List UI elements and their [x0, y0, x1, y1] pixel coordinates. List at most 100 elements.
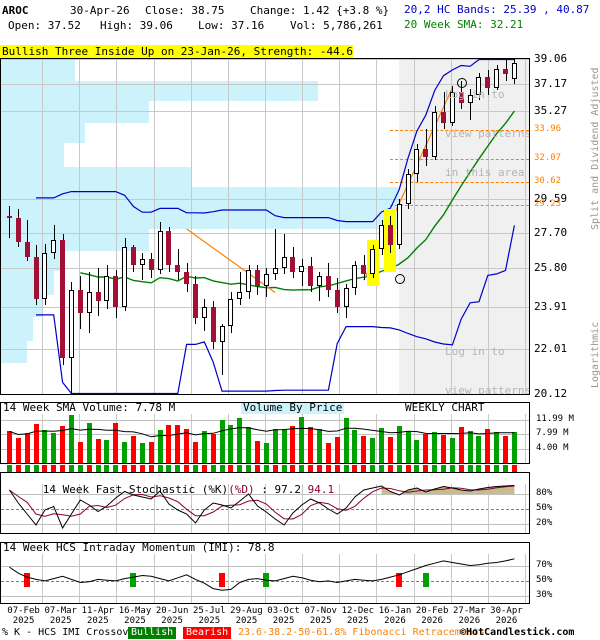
- candle-down: [193, 284, 198, 318]
- imi-bearish-marker: [24, 573, 30, 588]
- volume-bar-up: [51, 432, 56, 463]
- crossover-bearish-mark: [335, 465, 340, 474]
- imi-date-gridline: [414, 554, 415, 603]
- volume-bar-down: [193, 442, 198, 463]
- volume-panel[interactable]: 14 Week SMA Volume: 7.78 M Volume By Pri…: [0, 402, 530, 464]
- date-axis-tick-date: 16-Jan: [378, 606, 412, 616]
- imi-date-gridline: [191, 554, 192, 603]
- date-axis-tick: 20-Feb 2026: [411, 606, 453, 626]
- date-axis-tick-date: 20-Feb: [415, 606, 449, 616]
- date-axis-tick: 12-Dec 2025: [337, 606, 379, 626]
- high-value: High: 39.06: [100, 19, 173, 32]
- volume-bar-down: [149, 442, 154, 463]
- pattern-marker-circle[interactable]: [457, 78, 468, 89]
- candle-wick: [470, 89, 471, 121]
- candle-up: [202, 307, 207, 318]
- volume-by-price-bar: [1, 59, 75, 81]
- imi-bearish-marker: [219, 573, 225, 588]
- volume-bar-down: [131, 435, 136, 463]
- volume-date-gridline: [79, 414, 80, 463]
- volume-date-gridline: [154, 414, 155, 463]
- crossover-bearish-mark: [16, 465, 21, 474]
- volume-value: Vol: 5,786,261: [290, 19, 383, 32]
- candle-wick: [302, 258, 303, 287]
- candle-up: [237, 292, 242, 299]
- volume-bar-up: [228, 425, 233, 463]
- candle-wick: [9, 205, 10, 239]
- volume-bar-up: [406, 432, 411, 463]
- crossover-bullish-mark: [158, 465, 163, 474]
- date-gridline: [302, 59, 303, 394]
- imi-panel[interactable]: 14 Week HCS Intraday Momentum (IMI): 78.…: [0, 542, 530, 604]
- crossover-bearish-mark: [290, 465, 295, 474]
- stochastic-axis-label: 80%: [536, 488, 553, 498]
- stochastic-panel[interactable]: 14 Week Fast Stochastic (%K)(%D) : 97.2 …: [0, 472, 530, 534]
- volume-by-price-bar: [1, 295, 43, 317]
- crossover-bearish-mark: [140, 465, 145, 474]
- imi-date-gridline: [488, 554, 489, 603]
- price-axis-label: 25.80: [534, 261, 568, 275]
- candle-wick: [444, 91, 445, 130]
- login-overlay-bottom[interactable]: Log in to view patterns in this area: [445, 319, 529, 394]
- crossover-bearish-mark: [388, 465, 393, 474]
- candle-down: [255, 270, 260, 287]
- price-axis-label: 37.17: [534, 77, 568, 91]
- price-axis-vertical-label-bottom: Logarithmic: [590, 321, 600, 388]
- volume-bar-down: [423, 434, 428, 463]
- price-chart-panel[interactable]: Log in to view patterns in this area Log…: [0, 58, 530, 395]
- date-axis-tick-year: 2026: [458, 616, 481, 626]
- stochastic-lines: [8, 484, 515, 530]
- date-axis-tick-year: 2025: [49, 616, 72, 626]
- date-axis-tick-date: 07-Nov: [304, 606, 337, 616]
- stochastic-date-gridline: [376, 484, 377, 533]
- stochastic-date-gridline: [414, 484, 415, 533]
- candle-down: [326, 276, 331, 291]
- close-value: Close: 38.75: [145, 4, 225, 17]
- stochastic-axis-label: 50%: [536, 503, 553, 513]
- crossover-bullish-mark: [299, 465, 304, 474]
- volume-axis-label: 4.00 M: [536, 443, 569, 454]
- date-gridline: [525, 59, 526, 394]
- date-gridline: [451, 59, 452, 394]
- volume-title: 14 Week SMA Volume: 7.78 M: [3, 402, 176, 414]
- crossover-bullish-mark: [432, 465, 437, 474]
- candle-down: [503, 68, 508, 75]
- date-axis-tick: 16-May 2025: [114, 606, 156, 626]
- volume-bar-up: [344, 418, 349, 463]
- candle-up: [158, 230, 163, 271]
- stochastic-date-gridline: [191, 484, 192, 533]
- candle-wick: [275, 228, 276, 281]
- crossover-bearish-mark: [87, 465, 92, 474]
- candle-up: [352, 264, 357, 289]
- date-axis-tick: 11-Apr 2025: [77, 606, 119, 626]
- candle-down: [459, 91, 464, 103]
- volume-bar-up: [246, 427, 251, 463]
- volume-by-price-bar: [1, 167, 191, 187]
- stochastic-date-gridline: [339, 484, 340, 533]
- volume-date-gridline: [376, 414, 377, 463]
- imi-date-gridline: [116, 554, 117, 603]
- volume-bar-up: [352, 430, 357, 463]
- open-value: Open: 37.52: [8, 19, 81, 32]
- crossover-bearish-mark: [228, 465, 233, 474]
- candle-up: [282, 256, 287, 269]
- bearish-badge: Bearish: [183, 627, 232, 639]
- crossover-bearish-mark: [149, 465, 154, 474]
- crossover-bearish-mark: [131, 465, 136, 474]
- price-axis-label: 39.06: [534, 52, 568, 65]
- date-axis-tick-date: 12-Dec: [341, 606, 375, 616]
- stochastic-overbought-fill: [381, 485, 515, 494]
- candle-up: [494, 68, 499, 88]
- crossover-legend-label: % K - HCS IMI Crossover,: [2, 627, 147, 638]
- volume-by-price-bar: [1, 187, 434, 209]
- crossover-bearish-mark: [485, 465, 490, 474]
- date-axis-tick-year: 2026: [384, 616, 406, 626]
- price-axis-label: 22.01: [534, 341, 568, 355]
- candle-up: [104, 276, 109, 301]
- login-overlay-top[interactable]: Log in to view patterns in this area: [445, 62, 529, 205]
- pattern-banner[interactable]: Bullish Three Inside Up on 23-Jan-26, St…: [0, 45, 353, 58]
- volume-bar-up: [237, 418, 242, 463]
- fibonacci-axis-label: 33.96: [534, 123, 562, 134]
- pattern-marker-circle[interactable]: [395, 274, 406, 285]
- crossover-bullish-mark: [166, 465, 171, 474]
